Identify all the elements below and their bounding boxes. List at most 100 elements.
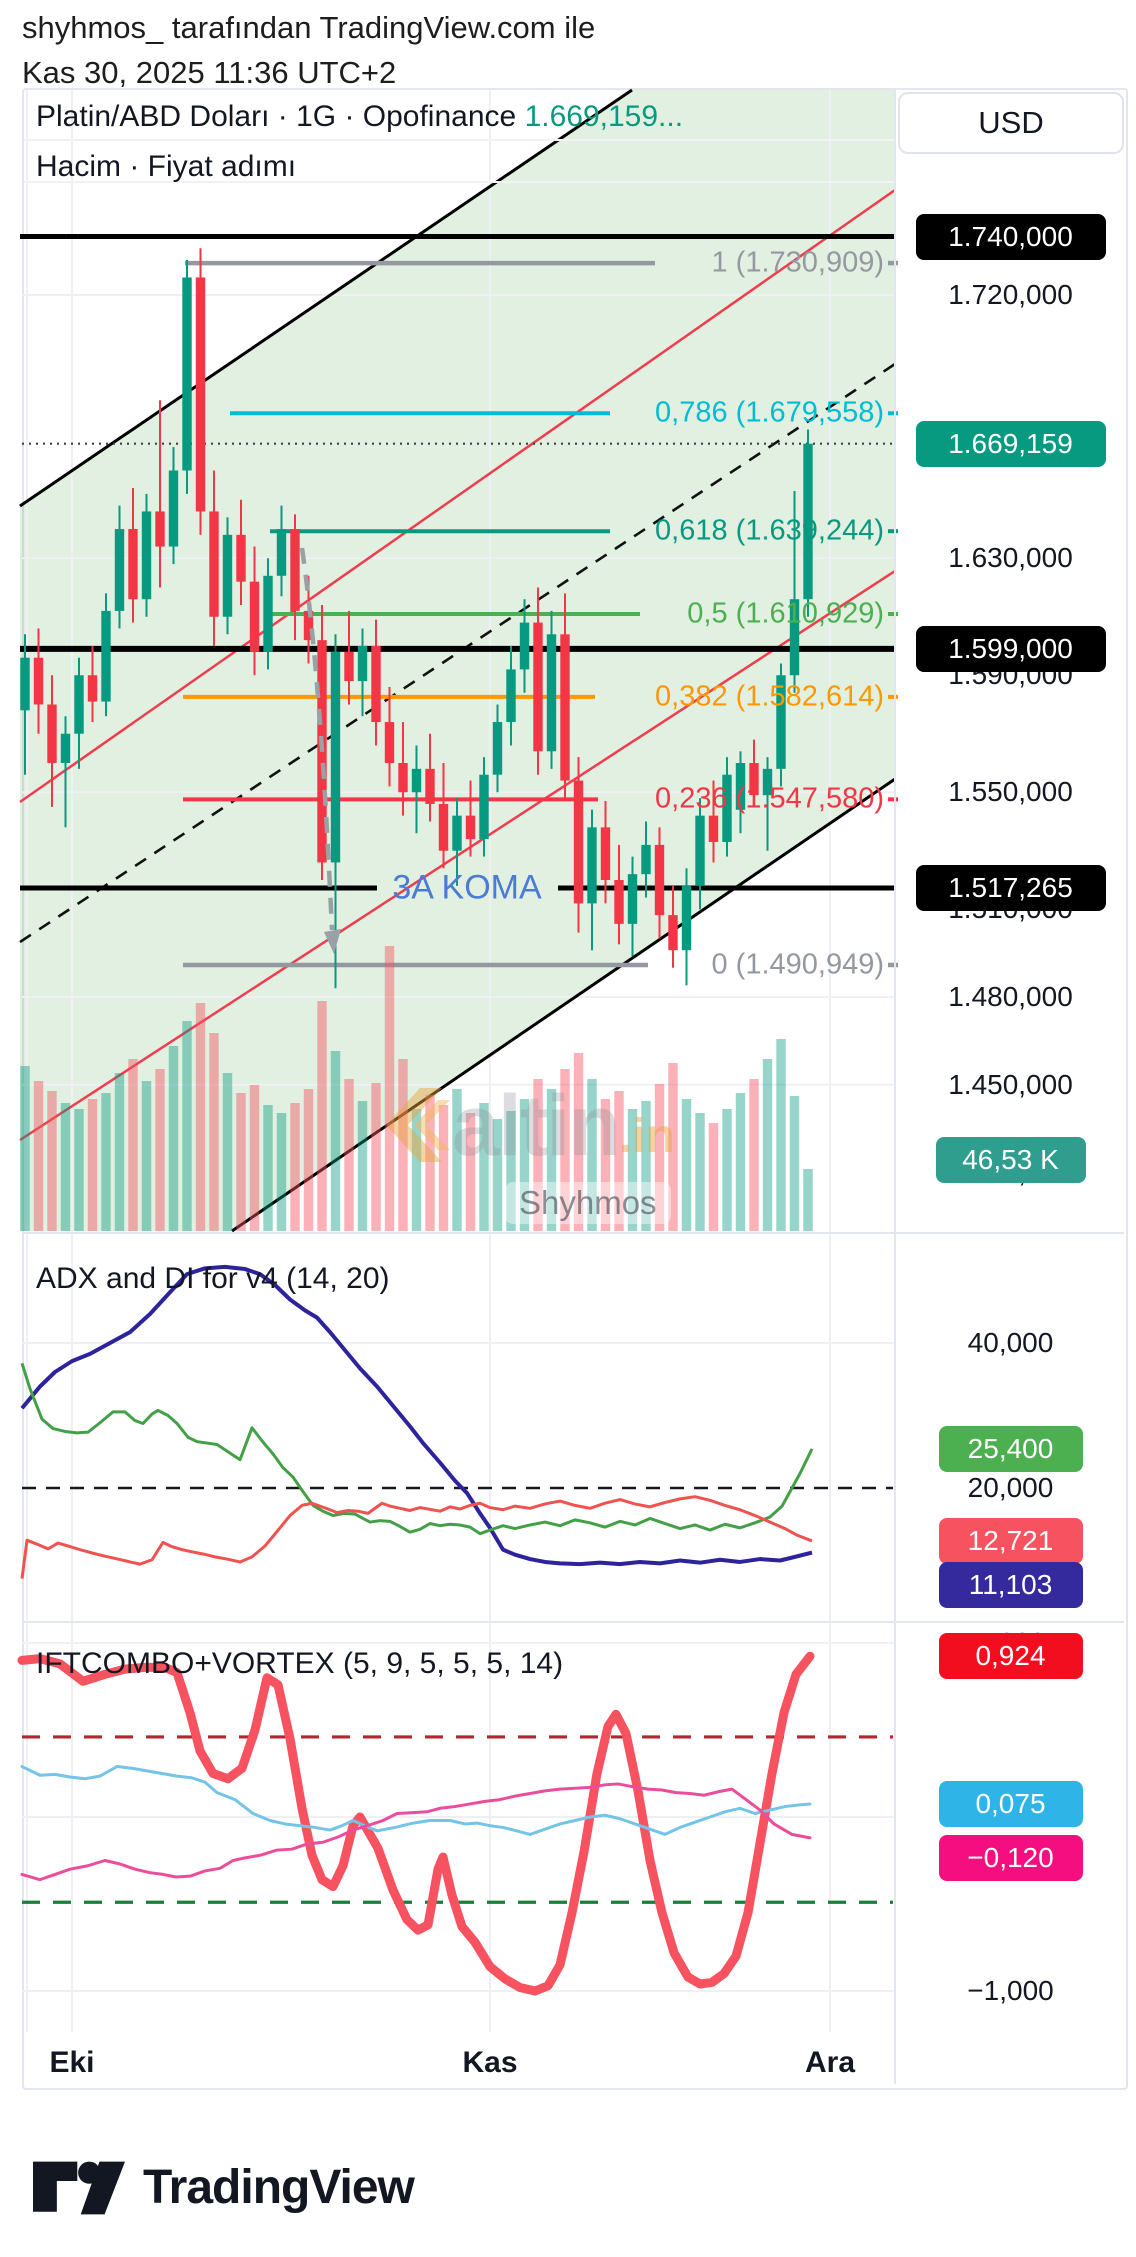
price-badge: 12,721 bbox=[938, 1518, 1083, 1564]
volume-bar bbox=[182, 1021, 192, 1231]
candle bbox=[735, 763, 746, 810]
volume-bar bbox=[398, 1059, 408, 1231]
candle bbox=[195, 277, 206, 512]
series-VORTEX+ bbox=[20, 1765, 812, 1836]
axis-label: −1,000 bbox=[967, 1975, 1054, 2006]
price-badge: −0,120 bbox=[938, 1835, 1083, 1881]
volume-bar bbox=[263, 1105, 273, 1231]
volume-bar bbox=[195, 1003, 206, 1231]
volume-bar bbox=[276, 1113, 287, 1231]
candle bbox=[87, 675, 98, 702]
volume-bar bbox=[168, 1046, 179, 1231]
channel-line bbox=[231, 777, 896, 1233]
indicator-title-ift: IFTCOMBO+VORTEX (5, 9, 5, 5, 5, 14) bbox=[36, 1647, 564, 1680]
volume-bar bbox=[546, 1089, 557, 1231]
time-axis-label: Kas bbox=[462, 2046, 518, 2079]
last-price: 1.669,159... bbox=[524, 100, 684, 133]
watermark-user: Shyhmos bbox=[505, 1182, 671, 1224]
volume-bar bbox=[533, 1079, 543, 1231]
watermark-suffix: .in bbox=[618, 1110, 675, 1163]
currency-button[interactable]: USD bbox=[898, 92, 1124, 154]
time-axis-label: Ara bbox=[804, 2046, 856, 2079]
candle bbox=[330, 651, 341, 863]
volume-bar bbox=[560, 1069, 570, 1231]
candle bbox=[560, 634, 570, 781]
volume-bar bbox=[492, 1119, 503, 1231]
candle bbox=[425, 768, 435, 804]
volume-bar bbox=[384, 946, 395, 1231]
tradingview-logo: TradingView bbox=[33, 2160, 415, 2215]
volume-bar bbox=[465, 1113, 476, 1231]
koma-annotation: 3A KOMA bbox=[392, 868, 542, 907]
volume-bar bbox=[479, 1103, 489, 1231]
fib-label: 0,786 (1.679,558) bbox=[655, 396, 884, 429]
candle bbox=[114, 529, 125, 611]
volume-bar bbox=[452, 1089, 462, 1231]
channel-line bbox=[19, 88, 633, 508]
candle bbox=[587, 827, 597, 904]
fib-label: 0 (1.490,949) bbox=[711, 948, 884, 981]
candle bbox=[128, 529, 138, 600]
candle bbox=[101, 610, 111, 702]
volume-bar bbox=[101, 1093, 111, 1231]
candle bbox=[776, 675, 786, 769]
fib-label: 0,5 (1.610,929) bbox=[687, 597, 884, 630]
candle bbox=[222, 534, 233, 617]
volume-bar bbox=[600, 1099, 611, 1231]
volume-bar bbox=[627, 1109, 638, 1231]
header-datetime: Kas 30, 2025 11:36 UTC+2 bbox=[22, 55, 397, 90]
volume-bar bbox=[317, 1001, 327, 1231]
volume-bar bbox=[695, 1113, 705, 1231]
volume-bar bbox=[789, 1096, 800, 1231]
candle bbox=[276, 529, 287, 576]
volume-bar bbox=[654, 1084, 665, 1231]
volume-bar bbox=[33, 1081, 44, 1231]
candle bbox=[344, 651, 354, 682]
volume-bar bbox=[47, 1091, 57, 1231]
candle bbox=[452, 815, 462, 851]
candle bbox=[411, 768, 422, 793]
series-+DI bbox=[20, 1362, 814, 1536]
price-badge: 11,103 bbox=[938, 1562, 1083, 1608]
price-scale[interactable]: 1.720,0001.630,0001.590,0001.550,0001.51… bbox=[897, 88, 1124, 2040]
candle bbox=[290, 529, 300, 611]
candle bbox=[600, 827, 611, 880]
price-badge: 1.517,265 bbox=[915, 864, 1106, 911]
price-badge: 0,075 bbox=[938, 1781, 1083, 1827]
volume-bar bbox=[155, 1069, 165, 1231]
candle bbox=[33, 657, 44, 705]
volume-bar bbox=[425, 1095, 435, 1231]
price-badge: 1.669,159 bbox=[915, 420, 1106, 467]
axis-label: 20,000 bbox=[967, 1472, 1054, 1503]
candle bbox=[762, 768, 773, 796]
candle bbox=[249, 581, 260, 652]
volume-bar bbox=[357, 1101, 368, 1231]
axis-label: 1.550,000 bbox=[948, 776, 1073, 808]
price-badge: 1.740,000 bbox=[915, 213, 1106, 260]
price-badge: 1.599,000 bbox=[915, 625, 1106, 672]
volume-bar bbox=[708, 1123, 719, 1231]
candle bbox=[357, 646, 368, 682]
time-scale[interactable]: Eki Kas Ara bbox=[0, 2046, 1136, 2086]
volume-bar bbox=[735, 1093, 746, 1231]
price-badge: 0,924 bbox=[938, 1633, 1083, 1679]
volume-bar bbox=[573, 1053, 584, 1231]
volume-bar bbox=[249, 1085, 260, 1231]
candle bbox=[533, 622, 543, 752]
volume-bar bbox=[141, 1081, 152, 1231]
candle bbox=[465, 815, 476, 840]
candle bbox=[168, 470, 179, 547]
candle bbox=[749, 763, 759, 796]
volume-bar bbox=[114, 1073, 125, 1231]
volume-bar bbox=[344, 1079, 354, 1231]
currency-label: USD bbox=[978, 105, 1044, 140]
axis-label: 40,000 bbox=[967, 1327, 1054, 1358]
axis-label: 1.480,000 bbox=[948, 981, 1073, 1012]
candle bbox=[384, 722, 395, 763]
candle bbox=[722, 774, 732, 842]
candle bbox=[668, 915, 678, 951]
candle bbox=[438, 803, 449, 851]
candle bbox=[506, 669, 516, 723]
